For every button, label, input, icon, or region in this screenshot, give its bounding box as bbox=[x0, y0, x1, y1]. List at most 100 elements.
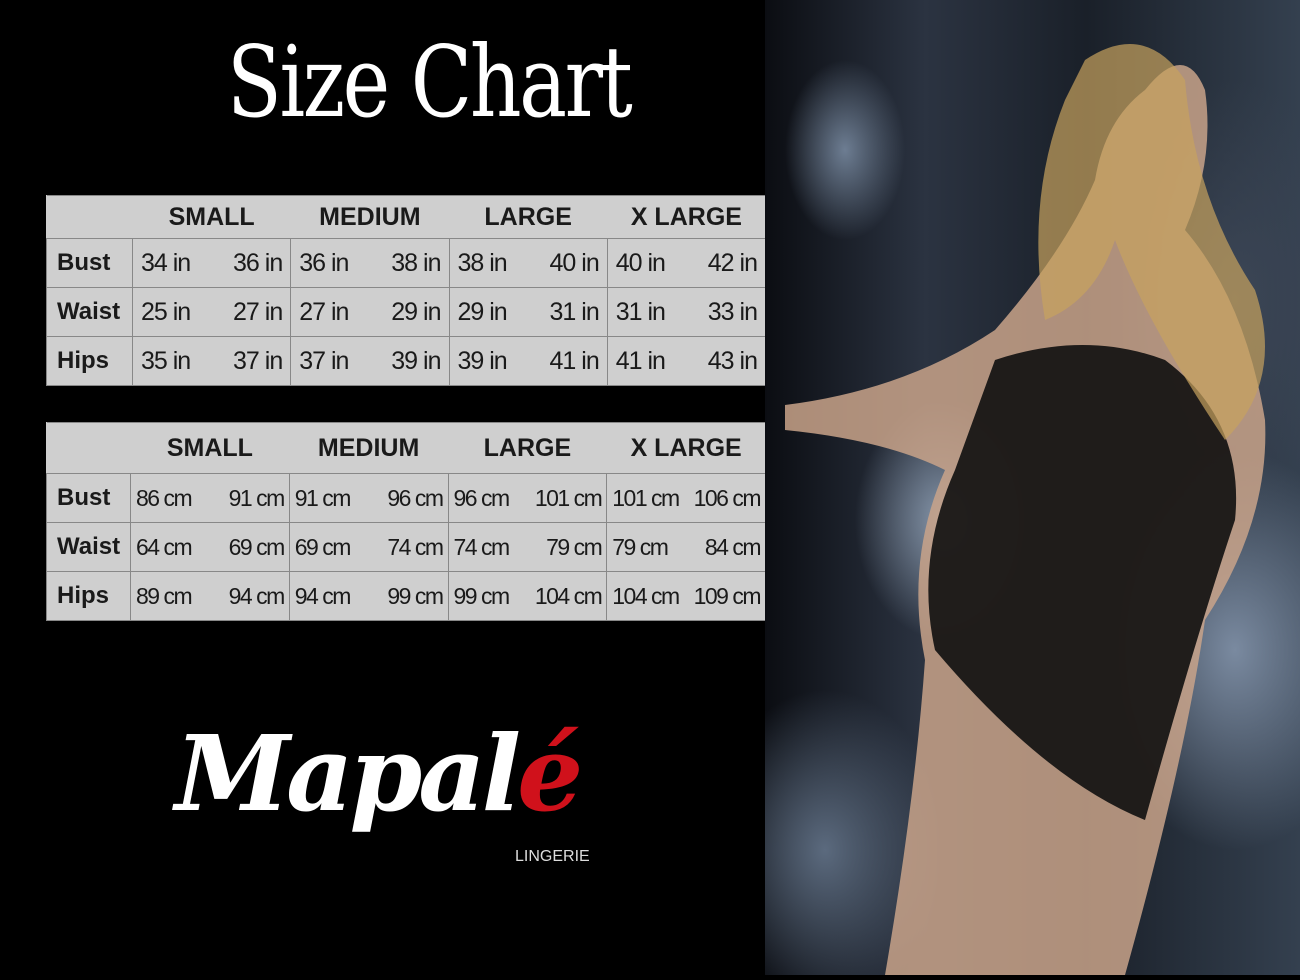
measurement-label: Waist bbox=[46, 522, 131, 572]
size-range-cell: 37 in 39 in bbox=[290, 336, 450, 386]
max-value: 106 cm bbox=[693, 484, 762, 511]
size-range-cell: 36 in 38 in bbox=[290, 238, 450, 288]
page-title: Size Chart bbox=[226, 26, 633, 140]
min-value: 104 cm bbox=[612, 582, 680, 609]
size-range-cell: 34 in 36 in bbox=[131, 238, 292, 288]
size-range-cell: 79 cm 84 cm bbox=[606, 522, 766, 572]
max-value: 39 in bbox=[391, 346, 441, 375]
size-range: 86 cm 91 cm bbox=[131, 484, 288, 512]
size-header: LARGE bbox=[448, 422, 607, 474]
size-range: 69 cm 74 cm bbox=[290, 533, 447, 561]
logo-wordmark: Mapalé bbox=[175, 712, 583, 835]
logo-subtitle: LINGERIE bbox=[515, 848, 590, 865]
size-range: 74 cm 79 cm bbox=[449, 533, 606, 561]
measurement-label: Hips bbox=[46, 336, 133, 386]
table-row: Bust 34 in 36 in 36 in 38 in 38 in 40 in 40 in 4… bbox=[46, 238, 767, 288]
min-value: 39 in bbox=[457, 346, 508, 375]
size-range: 101 cm 106 cm bbox=[608, 484, 765, 512]
max-value: 38 in bbox=[391, 248, 441, 277]
brand-logo: Mapalé LINGERIE bbox=[175, 722, 615, 882]
size-range: 99 cm 104 cm bbox=[449, 582, 606, 610]
min-value: 94 cm bbox=[294, 582, 352, 609]
min-value: 101 cm bbox=[612, 484, 680, 511]
model-silhouette bbox=[785, 44, 1266, 975]
size-range: 94 cm 99 cm bbox=[290, 582, 447, 610]
table-header-row: SMALL MEDIUM LARGE X LARGE bbox=[46, 422, 766, 474]
max-value: 101 cm bbox=[534, 484, 603, 511]
max-value: 40 in bbox=[549, 248, 600, 277]
size-header: MEDIUM bbox=[290, 195, 449, 239]
size-range-cell: 69 cm 74 cm bbox=[288, 522, 449, 572]
min-value: 38 in bbox=[457, 248, 508, 277]
table-row: Hips 89 cm 94 cm 94 cm 99 cm 99 cm 104 cm 104 c… bbox=[46, 571, 766, 621]
max-value: 42 in bbox=[707, 248, 758, 277]
max-value: 96 cm bbox=[387, 484, 444, 511]
size-range: 40 in 42 in bbox=[608, 248, 764, 278]
size-range-cell: 89 cm 94 cm bbox=[130, 571, 290, 621]
size-range: 64 cm 69 cm bbox=[131, 533, 288, 561]
size-range-cell: 104 cm 109 cm bbox=[606, 571, 766, 621]
max-value: 27 in bbox=[233, 297, 283, 326]
size-range-cell: 29 in 31 in bbox=[448, 287, 608, 337]
table-row: Waist 25 in 27 in 27 in 29 in 29 in 31 in 31 in… bbox=[46, 287, 767, 337]
size-range-cell: 38 in 40 in bbox=[448, 238, 608, 288]
max-value: 37 in bbox=[233, 346, 283, 375]
size-header: MEDIUM bbox=[289, 422, 448, 474]
size-range-cell: 94 cm 99 cm bbox=[288, 571, 449, 621]
size-range-cell: 39 in 41 in bbox=[448, 336, 608, 386]
size-range: 35 in 37 in bbox=[134, 346, 290, 376]
size-range: 37 in 39 in bbox=[292, 346, 448, 376]
min-value: 35 in bbox=[141, 346, 191, 375]
size-range-cell: 99 cm 104 cm bbox=[447, 571, 608, 621]
min-value: 41 in bbox=[615, 346, 666, 375]
max-value: 84 cm bbox=[704, 533, 762, 560]
size-range: 39 in 41 in bbox=[450, 346, 606, 376]
size-range: 27 in 29 in bbox=[292, 297, 448, 327]
size-range-cell: 86 cm 91 cm bbox=[130, 473, 290, 523]
max-value: 36 in bbox=[233, 248, 283, 277]
size-range-cell: 64 cm 69 cm bbox=[130, 522, 290, 572]
size-range: 36 in 38 in bbox=[292, 248, 448, 278]
max-value: 41 in bbox=[549, 346, 600, 375]
max-value: 94 cm bbox=[228, 582, 286, 609]
measurement-label: Bust bbox=[46, 238, 133, 288]
min-value: 25 in bbox=[141, 297, 191, 326]
size-range-cell: 74 cm 79 cm bbox=[447, 522, 608, 572]
table-header-row: SMALL MEDIUM LARGE X LARGE bbox=[46, 195, 766, 239]
size-range: 104 cm 109 cm bbox=[608, 582, 765, 610]
min-value: 27 in bbox=[299, 297, 349, 326]
size-range-cell: 91 cm 96 cm bbox=[288, 473, 449, 523]
size-range: 34 in 36 in bbox=[134, 248, 290, 278]
max-value: 29 in bbox=[391, 297, 441, 326]
max-value: 104 cm bbox=[534, 582, 603, 609]
size-range-cell: 25 in 27 in bbox=[131, 287, 292, 337]
model-photo bbox=[765, 0, 1300, 975]
size-range-cell: 35 in 37 in bbox=[131, 336, 292, 386]
size-range-cell: 41 in 43 in bbox=[606, 336, 767, 386]
max-value: 43 in bbox=[707, 346, 758, 375]
max-value: 99 cm bbox=[387, 582, 444, 609]
min-value: 64 cm bbox=[136, 533, 193, 560]
min-value: 74 cm bbox=[453, 533, 511, 560]
size-header: SMALL bbox=[132, 195, 291, 239]
min-value: 96 cm bbox=[453, 484, 511, 511]
size-table-inches: SMALL MEDIUM LARGE X LARGE Bust 34 in 36 i… bbox=[46, 195, 767, 386]
size-range: 38 in 40 in bbox=[450, 248, 606, 278]
size-range: 89 cm 94 cm bbox=[131, 582, 288, 610]
min-value: 36 in bbox=[299, 248, 349, 277]
table-row: Bust 86 cm 91 cm 91 cm 96 cm 96 cm 101 cm 101 c… bbox=[46, 473, 766, 523]
table-row: Hips 35 in 37 in 37 in 39 in 39 in 41 in 41 in 4… bbox=[46, 336, 767, 386]
size-range-cell: 96 cm 101 cm bbox=[447, 473, 608, 523]
max-value: 74 cm bbox=[387, 533, 444, 560]
size-range-cell: 31 in 33 in bbox=[606, 287, 767, 337]
max-value: 33 in bbox=[707, 297, 758, 326]
min-value: 34 in bbox=[141, 248, 191, 277]
min-value: 31 in bbox=[615, 297, 666, 326]
min-value: 86 cm bbox=[136, 484, 193, 511]
measurement-label: Bust bbox=[46, 473, 131, 523]
size-range-cell: 27 in 29 in bbox=[290, 287, 450, 337]
min-value: 79 cm bbox=[612, 533, 669, 560]
min-value: 89 cm bbox=[136, 582, 193, 609]
size-table-cm: SMALL MEDIUM LARGE X LARGE Bust 86 cm 91 c… bbox=[46, 422, 766, 621]
min-value: 37 in bbox=[299, 346, 349, 375]
